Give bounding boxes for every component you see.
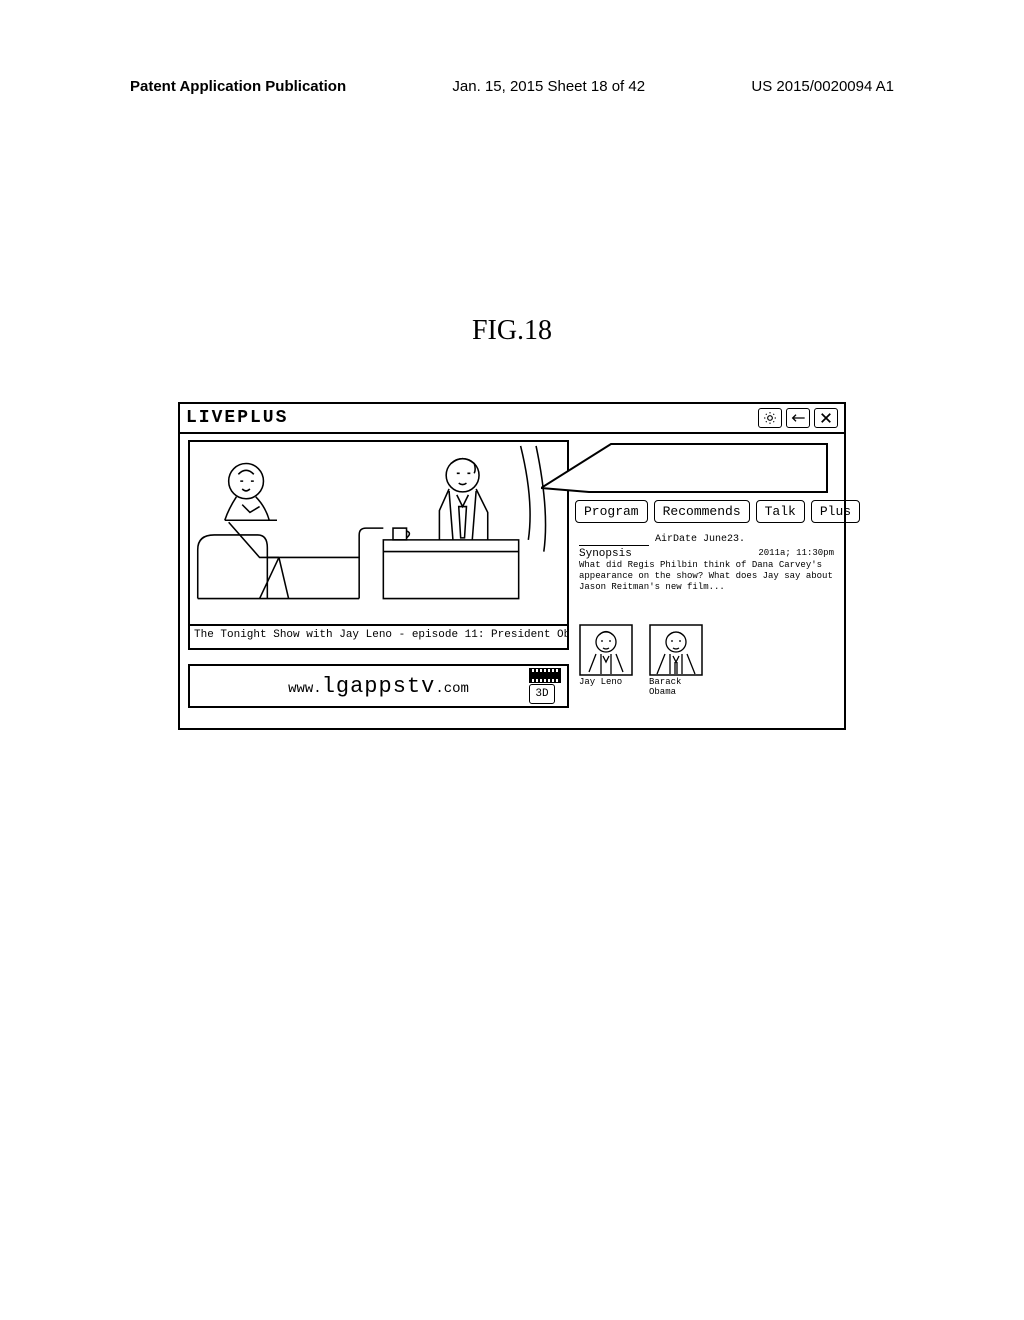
promo-prefix: www. — [288, 681, 322, 697]
tab-plus[interactable]: Plus — [811, 500, 860, 523]
cast-name-1: Jay Leno — [579, 678, 637, 688]
header-right: US 2015/0020094 A1 — [751, 78, 894, 95]
underline-decoration — [579, 545, 649, 546]
video-preview[interactable] — [188, 440, 569, 626]
promo-icons: 3D — [529, 668, 561, 704]
title-bar: LIVEPLUS — [180, 404, 844, 434]
cast-barack-obama[interactable]: Barack Obama — [649, 624, 707, 698]
synopsis-text: What did Regis Philbin think of Dana Car… — [579, 560, 834, 592]
header-mid: Jan. 15, 2015 Sheet 18 of 42 — [452, 78, 645, 95]
main-area: The Tonight Show with Jay Leno - episode… — [180, 434, 844, 728]
header-left: Patent Application Publication — [130, 78, 346, 95]
air-date: AirDate June23. — [655, 534, 745, 546]
tab-program[interactable]: Program — [575, 500, 648, 523]
promo-brand: lgappstv — [322, 674, 436, 699]
gear-icon[interactable] — [758, 408, 782, 428]
promo-bar[interactable]: www.lgappstv.com 3D — [188, 664, 569, 708]
cast-jay-leno[interactable]: Jay Leno — [579, 624, 637, 698]
app-window: LIVEPLUS — [178, 402, 846, 730]
promo-text: www.lgappstv.com — [288, 674, 469, 699]
program-info: AirDate June23. Synopsis 2011a; 11:30pm … — [579, 534, 834, 593]
page-header: Patent Application Publication Jan. 15, … — [0, 78, 1024, 95]
tab-recommends[interactable]: Recommends — [654, 500, 750, 523]
video-caption: The Tonight Show with Jay Leno - episode… — [188, 626, 569, 650]
tab-talk[interactable]: Talk — [756, 500, 805, 523]
right-column: Program Recommends Talk Plus AirDate Jun… — [575, 434, 844, 728]
left-column: The Tonight Show with Jay Leno - episode… — [180, 434, 575, 728]
back-arrow-icon[interactable] — [786, 408, 810, 428]
promo-suffix: .com — [435, 681, 469, 697]
cast-row: Jay Leno — [579, 624, 707, 698]
film-strip-icon — [529, 668, 561, 683]
app-title: LIVEPLUS — [186, 408, 288, 428]
callout-shape — [541, 440, 831, 496]
close-icon[interactable] — [814, 408, 838, 428]
figure-label: FIG.18 — [0, 315, 1024, 347]
badge-3d: 3D — [529, 684, 555, 704]
title-icons — [758, 408, 838, 428]
cast-name-2: Barack Obama — [649, 678, 707, 698]
tab-row: Program Recommends Talk Plus — [575, 500, 860, 523]
